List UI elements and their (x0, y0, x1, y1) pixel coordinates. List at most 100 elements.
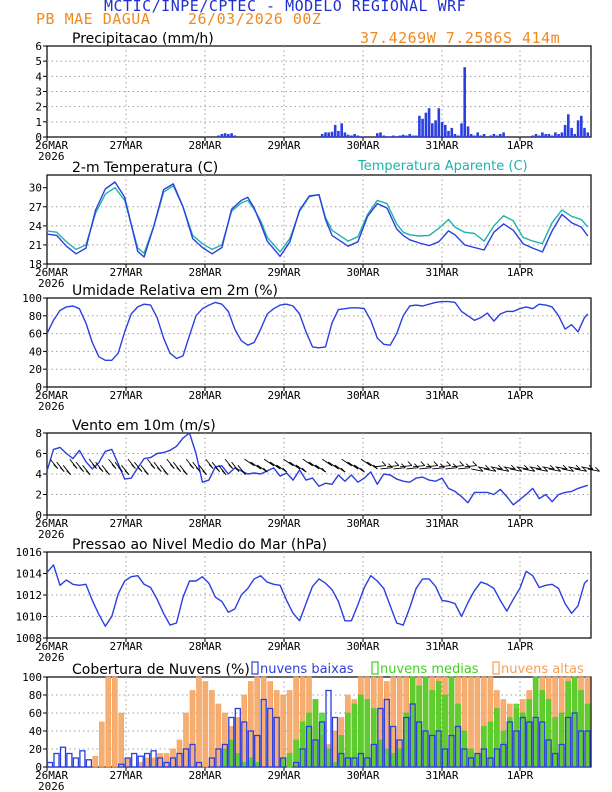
cloud-bar-nuvens-baixas (480, 748, 488, 768)
pres-ytick-label: 1014 (16, 568, 43, 581)
cloud-bar-nuvens-medias (558, 712, 565, 768)
cloud-bar-nuvens-baixas (254, 734, 261, 768)
cloud-day-label: 26MAR (35, 769, 68, 782)
cloud-day-label: 28MAR (188, 769, 221, 782)
rh-ytick-label: 40 (29, 345, 42, 358)
wind-barb (373, 465, 387, 468)
precip-day-label: 1APR (507, 139, 534, 152)
wind-ytick-label: 6 (35, 448, 42, 461)
wind-barb-flag (118, 467, 123, 472)
wind-barb-flag (401, 463, 406, 469)
cloud-bar-nuvens-altas (189, 690, 196, 768)
temp-ytick-label: 18 (29, 258, 42, 271)
header-title: MCTIC/INPE/CPTEC - MODELO REGIONAL WRF (104, 0, 467, 15)
pres-ytick-label: 1008 (16, 632, 43, 645)
cloud-bar-nuvens-baixas (46, 761, 54, 768)
cloud-bar-nuvens-baixas (539, 721, 546, 768)
cloud-bar-nuvens-baixas (163, 761, 170, 768)
cloud-bar-nuvens-medias (345, 712, 351, 768)
wind-barb-flag (59, 467, 65, 472)
precip-bar (405, 135, 408, 137)
wind-barb-flag (282, 467, 288, 473)
cloud-bar-nuvens-medias (383, 748, 390, 768)
cloud-bar-nuvens-baixas (79, 750, 86, 768)
wind-barb-flag (202, 470, 207, 476)
cloud-bar-nuvens-altas (196, 676, 202, 768)
cloud-bar-nuvens-altas (105, 676, 112, 768)
cloud-bar-nuvens-baixas (118, 763, 125, 768)
cloud-bar-nuvens-altas (332, 730, 338, 768)
cloud-bar-nuvens-medias (332, 762, 338, 768)
cloud-bar-nuvens-baixas (124, 757, 131, 768)
precip-bar (324, 132, 327, 137)
cloud-bar-nuvens-baixas (467, 757, 475, 768)
wind-barb (380, 467, 393, 470)
cloud-day-label: 30MAR (346, 769, 379, 782)
cloud-bar-nuvens-medias (422, 676, 429, 768)
cloud-bar-nuvens-medias (435, 681, 442, 768)
cloud-bar-nuvens-medias (500, 730, 507, 768)
precip-bar (408, 134, 411, 137)
wind-barb-flag (340, 467, 346, 473)
precip-bar (463, 67, 466, 137)
precip-bar (447, 130, 450, 137)
precip-bar (573, 134, 577, 137)
panel-precip: 0 1 2 3 4 5 6 26MAR 27MAR 28MAR 29MAR 30MAR 31MAR 1AP… (35, 31, 592, 163)
precip-bar (586, 132, 590, 137)
wind-barb-flag (530, 466, 536, 472)
cloud-ytick-label: 20 (29, 743, 42, 756)
precip-bar (343, 132, 347, 137)
cloud-bar-nuvens-medias (222, 748, 228, 768)
cloud-bar-nuvens-baixas (558, 743, 565, 768)
cloud-bar-nuvens-baixas (279, 757, 287, 768)
wind-barb-flag (163, 470, 169, 476)
wind-barb (497, 468, 509, 472)
cloud-bar-nuvens-altas (215, 703, 222, 768)
precip-bar (547, 134, 551, 137)
cloud-bar-nuvens-altas (209, 690, 215, 768)
cloud-bar-nuvens-altas (92, 755, 99, 768)
precip-day-label: 27MAR (109, 139, 142, 152)
cloud-bar-nuvens-baixas (506, 721, 513, 768)
header-location: PB MAE DAGUA (36, 10, 151, 28)
panel-pres: 1008 1010 1012 1014 1016 26MAR 27MAR 28MAR 29MAR… (16, 537, 592, 664)
precip-bar (557, 134, 560, 137)
cloud-bar-nuvens-medias (280, 757, 286, 768)
wind-barb (490, 466, 503, 470)
wind-title: Vento em 10m (m/s) (72, 418, 216, 434)
wind-barb-flag (150, 464, 156, 469)
rh-ytick-label: 20 (29, 363, 42, 376)
cloud-bar-nuvens-baixas (357, 752, 365, 768)
wind-barb-flag (433, 461, 439, 466)
cloud-bar-nuvens-baixas (435, 730, 442, 768)
cloud-bar-nuvens-baixas (176, 752, 183, 768)
cloud-bar-nuvens-baixas (551, 752, 559, 768)
cloud-bar-nuvens-baixas (370, 743, 377, 768)
cloud-bar-nuvens-altas (183, 712, 189, 768)
cloud-bar-nuvens-medias (403, 712, 410, 768)
rh-year-label: 2026 (38, 400, 65, 413)
wind-day-label: 1APR (507, 517, 534, 530)
wind-barb-flag (156, 467, 162, 472)
pres-day-label: 26MAR (35, 640, 68, 653)
precip-ytick-label: 0 (35, 131, 42, 144)
cloud-bar-nuvens-medias (442, 694, 448, 768)
precip-bar (541, 132, 544, 137)
panel-temp: 18 21 24 27 30 26MAR 27MAR 28MAR 29MAR 30MAR 31MAR… (29, 159, 592, 290)
wind-barb (438, 465, 451, 468)
cloud-bar-nuvens-medias (377, 739, 384, 768)
panel-rh: 0 20 40 60 80 100 26MAR 27MAR 28MAR 29MAR 30MAR 31M… (22, 283, 592, 413)
rh-day-label: 30MAR (346, 389, 379, 402)
wind-barb-flag (131, 464, 136, 469)
cloud-bar-nuvens-medias (571, 676, 578, 768)
wind-day-label: 30MAR (346, 517, 379, 530)
precip-bar (476, 132, 479, 137)
precip-bar (554, 132, 557, 137)
cloud-bar-nuvens-altas (241, 694, 248, 768)
wind-barb-flag (189, 464, 195, 469)
precip-bar (227, 134, 230, 137)
cloud-bar-nuvens-altas (163, 753, 170, 768)
wind-barb-flag (169, 464, 175, 469)
cloud-bar-nuvens-medias (325, 748, 332, 768)
